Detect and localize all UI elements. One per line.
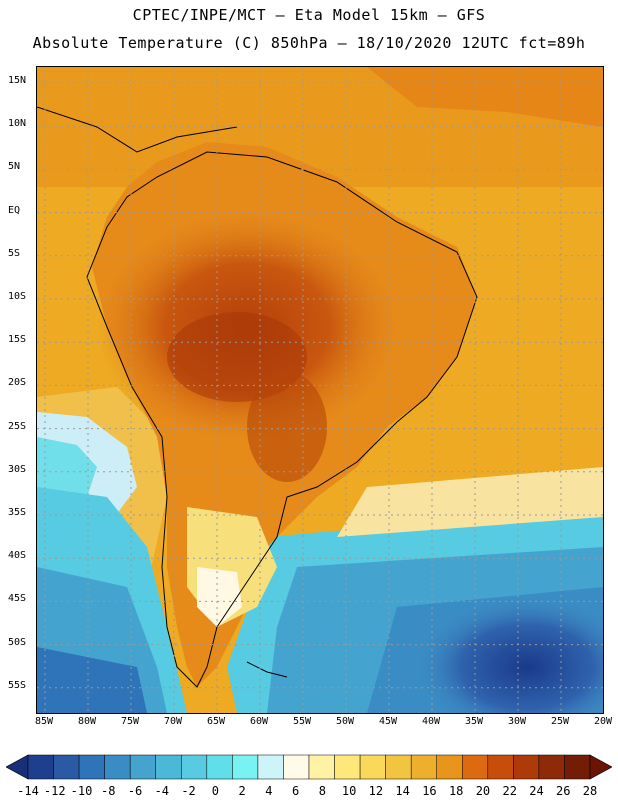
colorbar-label: 26 [556,784,571,798]
pacific-cold-3 [37,647,147,713]
colorbar-swatch [27,754,54,780]
colorbar-swatch [129,754,156,780]
colorbar-label: 24 [529,784,544,798]
lon-label: 30W [507,716,527,727]
colorbar-label: -6 [127,784,143,798]
colorbar-swatch [564,754,591,780]
lon-label: 70W [163,716,183,727]
colorbar-swatch [385,754,412,780]
colorbar-swatch [308,754,335,780]
lon-label: 50W [335,716,355,727]
lon-label: 55W [292,716,312,727]
colorbar [6,754,612,780]
colorbar-label: 16 [422,784,437,798]
colorbar-label: -12 [43,784,66,798]
colorbar-label: -2 [181,784,196,798]
colorbar-swatch [359,754,386,780]
heat-south [247,372,327,482]
coastlines [37,106,478,688]
colorbar-label: -10 [70,784,93,798]
colorbar-swatch [104,754,131,780]
colorbar-swatch [410,754,437,780]
colorbar-swatch [78,754,105,780]
lat-label: 35S [8,507,27,518]
lat-label: 15S [8,334,27,346]
lon-label: 35W [464,716,484,727]
colorbar-min-arrow [6,754,29,780]
lat-label: 20S [8,377,27,389]
colorbar-label: 20 [475,784,491,798]
colorbar-swatch [436,754,463,780]
lon-label: 45W [378,716,398,727]
colorbar-label: 2 [238,784,246,798]
lat-label: 5S [8,247,21,259]
lat-label: 45S [8,593,27,605]
lon-label: 25W [550,716,570,727]
lat-label: 25S [8,420,27,432]
colorbar-swatch [232,754,259,780]
map-title: CPTEC/INPE/MCT – Eta Model 15km – GFS [132,6,486,24]
colorbar-swatch [206,754,233,780]
lon-label: 85W [34,716,54,727]
lon-label: 20W [593,716,613,727]
colorbar-swatch [538,754,565,780]
colorbar-label: 4 [265,784,273,798]
lon-label: 75W [120,716,140,727]
colorbar-label: 6 [291,784,300,798]
colorbar-label: -14 [17,784,39,798]
colorbar-label: 14 [395,784,410,798]
patagonia-cool [197,567,242,627]
lat-label: 30S [8,463,27,475]
colorbar-label: 18 [448,784,464,798]
colorbar-swatch [334,754,361,780]
lat-label: 10N [8,118,27,130]
colorbar-label: 10 [341,784,357,798]
lon-label: 40W [421,716,441,727]
atlantic-mild-band [337,467,603,537]
lat-label: 55S [8,679,27,691]
lon-label: 60W [249,716,269,727]
colorbar-swatch [155,754,182,780]
gridlines [37,67,603,713]
colorbar-swatch [181,754,208,780]
colorbar-swatch [462,754,489,780]
colorbar-label: -4 [154,784,170,798]
lat-label: 50S [8,636,27,648]
lat-label: 15N [8,75,27,86]
colorbar-max-arrow [589,754,612,780]
colorbar-label: 12 [368,784,384,798]
colorbar-swatch [487,754,514,780]
colorbar-swatch [283,754,310,780]
lon-label: 65W [206,716,226,727]
colorbar-swatch [53,754,80,780]
temperature-map [36,66,604,714]
lon-label: 80W [77,716,97,727]
lat-label: 5N [8,161,21,173]
lat-label: 40S [8,550,27,562]
colorbar-label: 0 [211,784,219,798]
colorbar-swatch [257,754,284,780]
caribbean-warm [367,67,603,127]
lat-label: 10S [8,291,27,302]
colorbar-label: 28 [582,784,598,798]
map-subtitle: Absolute Temperature (C) 850hPa – 18/10/… [32,34,586,52]
colorbar-label: 8 [318,784,326,798]
lat-label: EQ [8,204,21,216]
colorbar-swatch [513,754,540,780]
colorbar-label: -8 [101,784,116,798]
colorbar-label: 22 [502,784,517,798]
atlantic-cold-core [417,597,603,713]
